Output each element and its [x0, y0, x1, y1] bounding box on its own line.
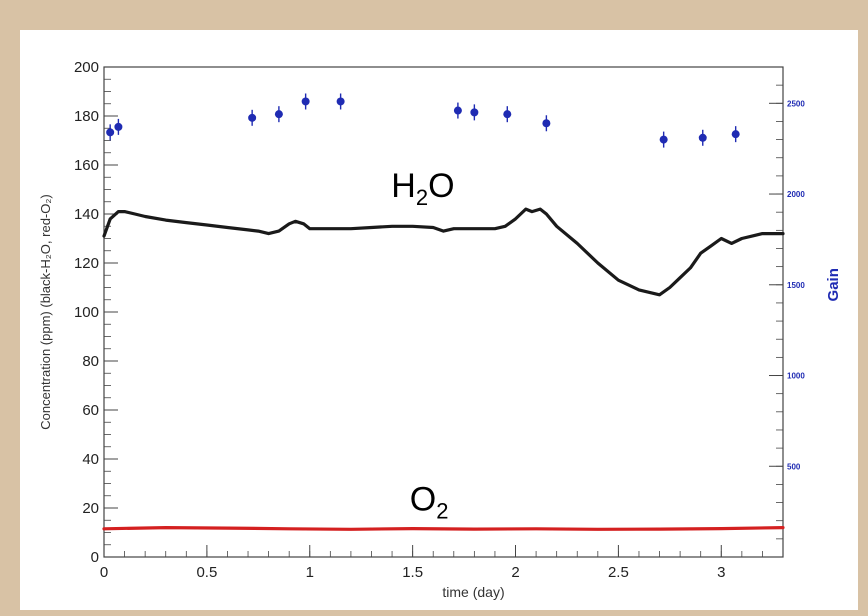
gain-point-marker: [114, 122, 123, 131]
gain-point-marker: [659, 135, 668, 144]
gain-point-marker: [274, 110, 283, 119]
chart-svg: 0 0.5 1 1.5 2 2.5 3 0 20 40 60 80 100 120 140 160 180 200…: [38, 59, 842, 600]
x-tick-label: 1: [306, 564, 314, 581]
gain-point-marker: [248, 113, 257, 122]
y-tick-label: 0: [91, 549, 99, 566]
gain-point: [114, 118, 123, 135]
y-tick-label: 140: [74, 206, 99, 223]
gain-point-marker: [698, 133, 707, 142]
y-tick-label: 180: [74, 108, 99, 125]
gain-point-marker: [542, 119, 551, 128]
plot-frame: [103, 66, 784, 558]
x-tick-label: 2.5: [608, 564, 629, 581]
y-tick-label: 120: [74, 255, 99, 272]
gain-point: [301, 93, 310, 110]
gain-point: [336, 93, 345, 110]
gain-point: [542, 115, 551, 132]
gain-point: [248, 109, 257, 126]
series-line-1: [102, 526, 785, 531]
x-axis-label: time (day): [442, 584, 504, 600]
gain-point: [503, 106, 512, 123]
gain-point: [274, 106, 283, 123]
gain-point: [698, 129, 707, 146]
gain-point-marker: [336, 97, 345, 106]
chart-frame: 0 0.5 1 1.5 2 2.5 3 0 20 40 60 80 100 120 140 160 180 200…: [20, 30, 858, 610]
annotation-1: O2: [410, 480, 449, 523]
x-tick-label: 0: [100, 564, 108, 581]
x-tick-label: 3: [717, 564, 725, 581]
y-tick-label: 20: [82, 500, 99, 517]
y2-axis-label: Gain: [825, 268, 842, 301]
gain-point-marker: [106, 128, 115, 137]
y-tick-label: 160: [74, 157, 99, 174]
y-tick-label: 200: [74, 59, 99, 76]
gain-point: [453, 102, 462, 119]
y-tick-label: 80: [82, 353, 99, 370]
gain-point-marker: [731, 130, 740, 139]
x-tick-label: 2: [511, 564, 519, 581]
gain-point: [731, 126, 740, 143]
x-tick-label: 1.5: [402, 564, 423, 581]
y2-tick-label: 1500: [787, 281, 805, 290]
y-tick-label: 60: [82, 402, 99, 419]
gain-point: [659, 131, 668, 148]
y2-tick-label: 2500: [787, 99, 805, 108]
gain-point: [470, 104, 479, 121]
gain-point-marker: [301, 97, 310, 106]
series-line-0: [102, 207, 785, 297]
gain-point-marker: [470, 108, 479, 117]
y-tick-label: 40: [82, 451, 99, 468]
gain-point-marker: [503, 110, 512, 119]
y2-tick-label: 1000: [787, 372, 805, 381]
gain-point: [106, 124, 115, 141]
y2-tick-label: 2000: [787, 190, 805, 199]
y2-tick-label: 500: [787, 462, 801, 471]
y-tick-label: 100: [74, 304, 99, 321]
gain-point-marker: [453, 106, 462, 115]
x-tick-label: 0.5: [196, 564, 217, 581]
y-axis-label: Concentration (ppm) (black-H₂O, red-O₂): [38, 194, 53, 430]
annotation-0: H2O: [391, 167, 454, 210]
